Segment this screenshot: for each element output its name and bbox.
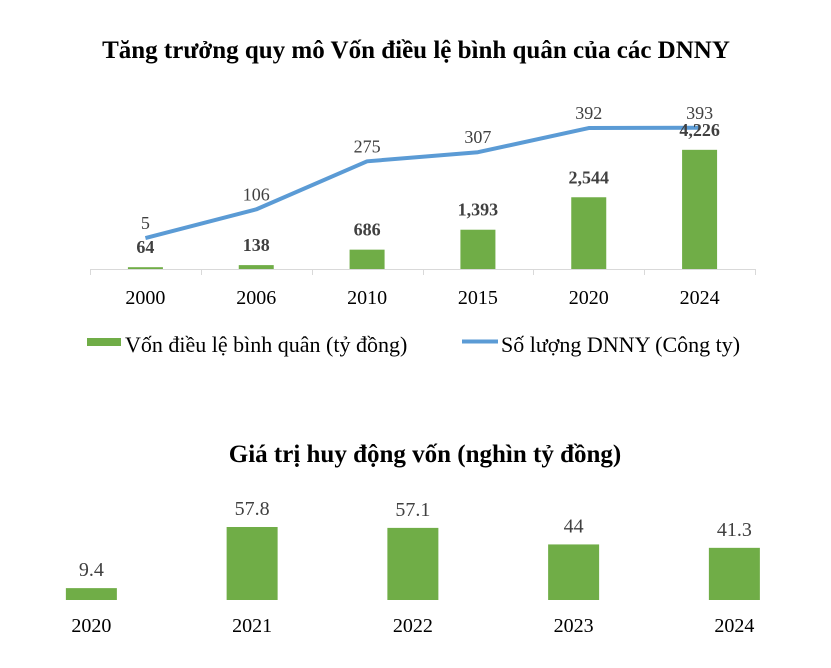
x-axis-label: 2020 xyxy=(71,615,111,637)
bar xyxy=(460,229,496,269)
bar xyxy=(349,249,385,269)
x-axis-label: 2023 xyxy=(554,615,594,637)
bar-value-label: 2,544 xyxy=(569,167,610,187)
line-point-label: 5 xyxy=(141,213,150,233)
bar-value-label: 9.4 xyxy=(79,559,104,581)
bar-value-label: 1,393 xyxy=(458,200,499,220)
bar xyxy=(548,544,600,600)
bar xyxy=(387,527,439,600)
bar xyxy=(571,197,607,269)
legend: Vốn điều lệ bình quân (tỷ đồng) Số lượng … xyxy=(87,332,740,357)
line-point-label: 307 xyxy=(464,127,491,147)
bar xyxy=(682,149,718,269)
line-point-label: 275 xyxy=(354,136,381,156)
x-axis-label: 2006 xyxy=(236,287,276,309)
capital-mobilization-chart: Giá trị huy động vốn (nghìn tỷ đồng) 9.4 2… xyxy=(65,441,760,637)
x-axis-label: 2021 xyxy=(232,615,272,637)
legend-item-charter-capital: Vốn điều lệ bình quân (tỷ đồng) xyxy=(87,332,407,357)
bar xyxy=(65,588,117,600)
bar-value-label: 138 xyxy=(243,235,270,255)
bar xyxy=(226,526,278,600)
x-axis-label: 2015 xyxy=(458,287,498,309)
line-point-label: 392 xyxy=(575,103,602,123)
bar-value-label: 57.1 xyxy=(395,499,430,521)
x-axis-label: 2010 xyxy=(347,287,387,309)
bar-series xyxy=(65,526,760,600)
legend-label: Vốn điều lệ bình quân (tỷ đồng) xyxy=(125,332,407,357)
bar xyxy=(238,265,274,269)
bar-value-label: 4,226 xyxy=(679,120,720,140)
bar xyxy=(708,547,760,600)
legend-item-listed-companies: Số lượng DNNY (Công ty) xyxy=(462,332,740,357)
legend-bar-swatch-icon xyxy=(87,338,121,346)
line-series xyxy=(144,125,700,241)
line-point-label: 393 xyxy=(686,103,713,123)
x-axis-label: 2000 xyxy=(125,287,165,309)
x-axis-label: 2020 xyxy=(569,287,609,309)
bar-value-label: 686 xyxy=(354,220,381,240)
chart-title: Tăng trưởng quy mô Vốn điều lệ bình quân… xyxy=(102,37,730,64)
bar-value-label: 64 xyxy=(136,237,154,257)
x-axis-label: 2024 xyxy=(714,615,754,637)
x-axis-label: 2024 xyxy=(680,287,720,309)
chart-title: Giá trị huy động vốn (nghìn tỷ đồng) xyxy=(229,441,621,468)
x-axis-label: 2022 xyxy=(393,615,433,637)
bar xyxy=(127,267,163,269)
legend-label: Số lượng DNNY (Công ty) xyxy=(501,332,740,357)
charter-capital-growth-chart: Tăng trưởng quy mô Vốn điều lệ bình quân… xyxy=(87,37,756,357)
line-point-label: 106 xyxy=(243,184,270,204)
bar-value-label: 44 xyxy=(564,515,584,537)
bar-value-label: 41.3 xyxy=(717,519,752,541)
bar-series xyxy=(127,149,718,269)
bar-value-label: 57.8 xyxy=(235,498,270,520)
